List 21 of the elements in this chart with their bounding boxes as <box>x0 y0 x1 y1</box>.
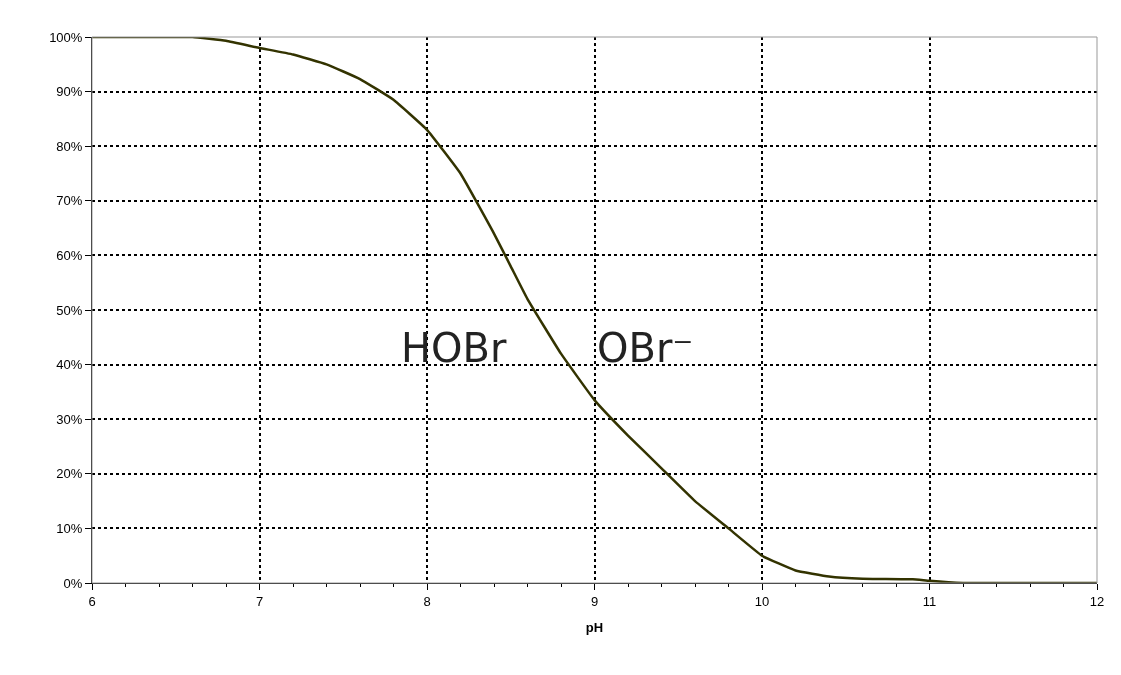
y-tick-label: 10% <box>56 520 83 536</box>
y-tick-label: 100% <box>49 29 83 45</box>
x-tick-label: 12 <box>1089 593 1105 609</box>
x-tick-label: 9 <box>590 593 599 609</box>
x-tick-label: 11 <box>922 593 937 609</box>
x-tick-label: 8 <box>423 593 431 609</box>
x-axis-title: pH <box>585 620 604 636</box>
y-tick-label: 30% <box>56 411 83 427</box>
y-tick-label: 40% <box>56 357 83 373</box>
x-tick-label: 6 <box>88 593 96 609</box>
y-tick-label: 80% <box>56 138 83 154</box>
y-tick-label: 90% <box>56 84 83 100</box>
y-tick-label: 0% <box>63 575 83 591</box>
x-tick-label: 7 <box>255 593 264 609</box>
y-tick-label: 20% <box>56 466 83 482</box>
x-tick-label: 10 <box>754 593 770 609</box>
y-tick-label: 60% <box>56 247 83 263</box>
annotation: OBr⁻ <box>597 325 694 371</box>
y-tick-label: 70% <box>56 193 83 209</box>
y-tick-label: 50% <box>56 302 83 318</box>
annotation: HOBr <box>401 325 507 371</box>
